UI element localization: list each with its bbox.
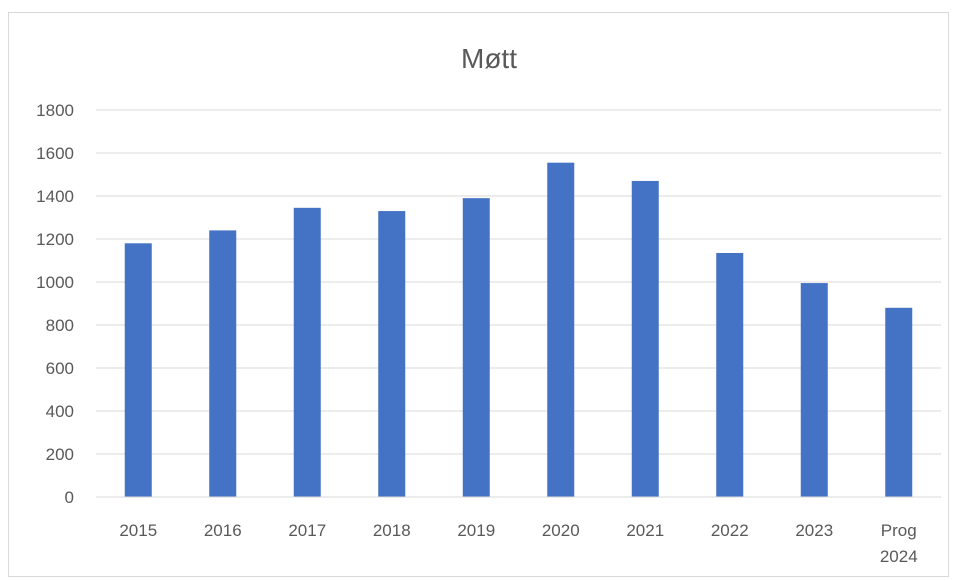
y-tick-label: 600 [46, 359, 74, 378]
bar-2019 [462, 198, 490, 497]
y-tick-label: 1200 [36, 230, 74, 249]
y-tick-label: 1000 [36, 273, 74, 292]
bar-2020 [547, 162, 575, 498]
gridlines [96, 109, 941, 455]
bar-2023 [800, 283, 828, 497]
y-tick-label: 200 [46, 445, 74, 464]
bar-2021 [631, 180, 659, 497]
bar-2017 [293, 207, 321, 497]
y-tick-label: 0 [65, 488, 74, 507]
y-tick-label: 1800 [36, 101, 74, 120]
bar-2018 [378, 211, 406, 498]
y-tick-label: 1600 [36, 144, 74, 163]
x-axis-ticks: 2015 2016 2017 2018 2019 2020 2021 2022 2023 Prog… [119, 521, 917, 566]
x-tick-label: 2018 [373, 521, 411, 540]
x-tick-label: 2015 [119, 521, 157, 540]
bar-2015 [124, 243, 152, 497]
x-tick-label: 2021 [626, 521, 664, 540]
x-tick-label: Prog 2024 [880, 521, 918, 566]
bar-2016 [209, 230, 237, 497]
x-tick-label: 2023 [795, 521, 833, 540]
y-tick-label: 800 [46, 316, 74, 335]
x-tick-label: 2022 [711, 521, 749, 540]
x-tick-label: 2020 [542, 521, 580, 540]
chart-title: Møtt [461, 43, 517, 74]
bar-prog-2024 [885, 307, 913, 497]
y-tick-label: 1400 [36, 187, 74, 206]
x-tick-label: 2016 [204, 521, 242, 540]
x-tick-label: 2017 [288, 521, 326, 540]
y-axis-ticks: 0 200 400 600 800 1000 1200 1400 1600 1800 [36, 101, 74, 507]
bars [124, 162, 913, 498]
y-tick-label: 400 [46, 402, 74, 421]
x-tick-label: 2019 [457, 521, 495, 540]
bar-2022 [716, 252, 744, 497]
